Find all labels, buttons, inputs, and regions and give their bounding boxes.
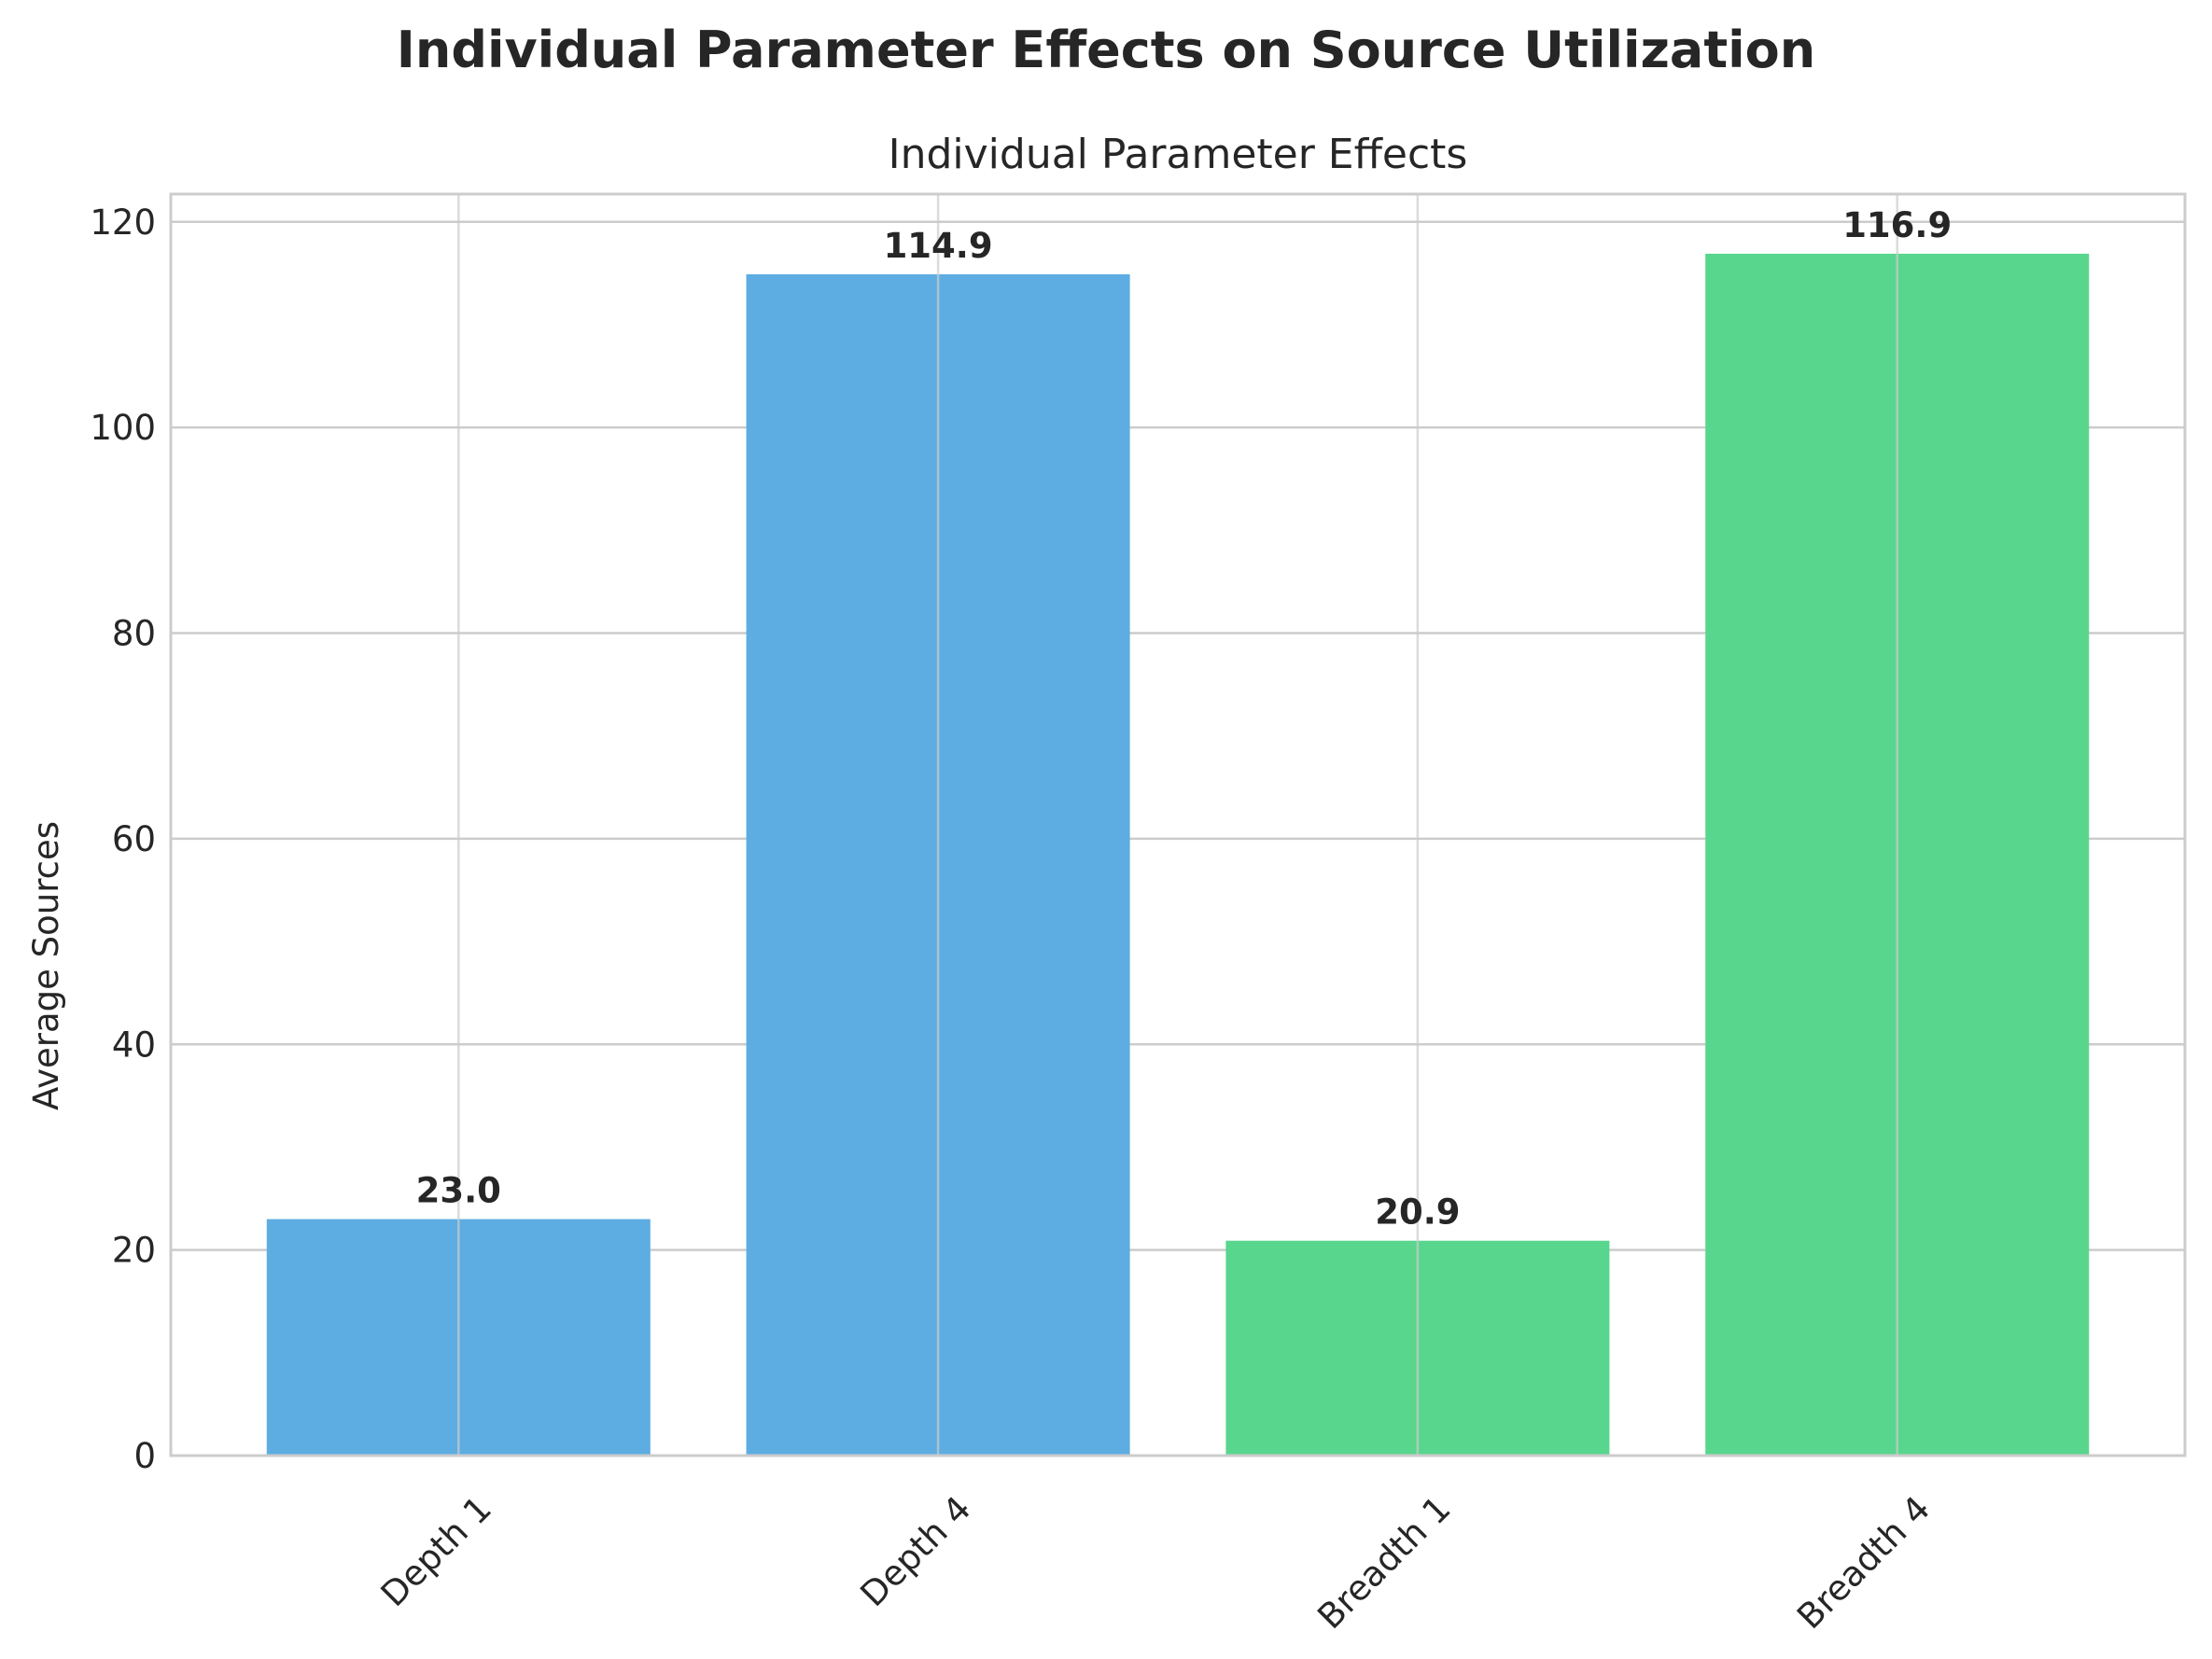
bars <box>266 253 2090 1457</box>
x-tick-labels: Depth 1 Depth 4 Breadth 1 Breadth 4 <box>373 1488 1938 1637</box>
bar-value-label: 114.9 <box>884 226 993 266</box>
bar-value-label: 20.9 <box>1375 1192 1460 1233</box>
chart-title: Individual Parameter Effects <box>889 131 1468 178</box>
x-tick-label: Breadth 4 <box>1789 1488 1938 1637</box>
y-tick-label: 60 <box>112 819 156 859</box>
y-tick-label: 120 <box>90 202 156 243</box>
y-axis-label: Average Sources <box>26 821 66 1110</box>
x-tick-label: Depth 4 <box>853 1488 979 1614</box>
x-tick-label: Breadth 1 <box>1309 1488 1458 1637</box>
plot-frame <box>169 192 2187 1457</box>
figure-title: Individual Parameter Effects on Source U… <box>396 21 1816 79</box>
value-labels: 23.0 114.9 20.9 116.9 <box>416 205 1953 1233</box>
y-tick-label: 40 <box>112 1025 156 1065</box>
y-tick-label: 0 <box>133 1436 156 1476</box>
y-tick-label: 80 <box>112 614 156 654</box>
bar-value-label: 116.9 <box>1842 205 1952 245</box>
x-tick-label: Depth 1 <box>373 1488 499 1614</box>
y-tick-labels: 0 20 40 60 80 100 120 <box>90 202 156 1476</box>
bar-value-label: 23.0 <box>416 1171 501 1211</box>
y-tick-label: 20 <box>112 1231 156 1271</box>
y-tick-label: 100 <box>90 408 156 448</box>
